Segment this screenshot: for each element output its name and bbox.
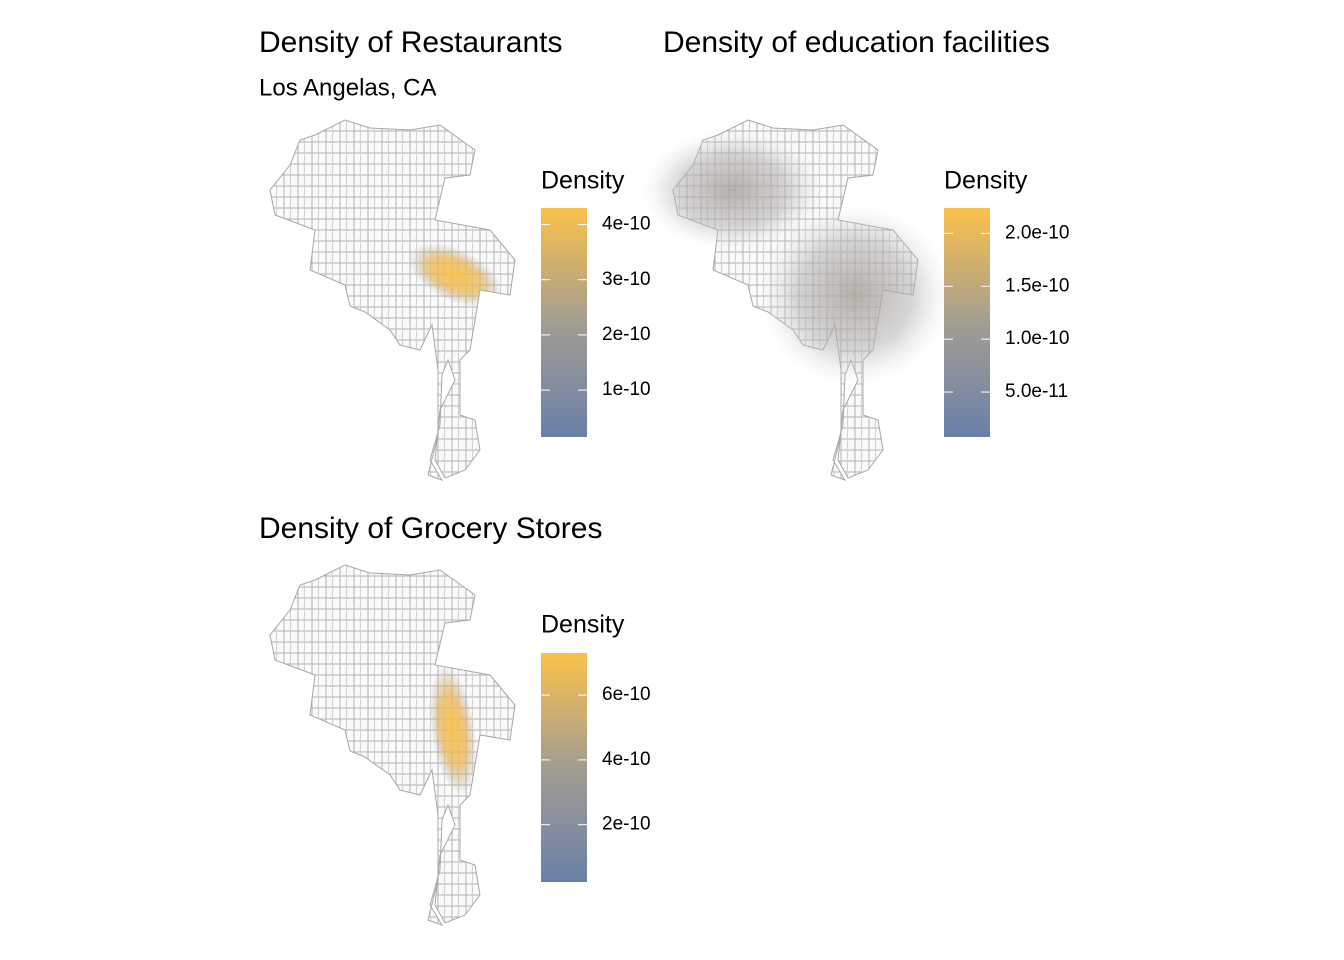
legend-title: Density <box>944 167 1028 195</box>
legend-title: Density <box>541 611 625 639</box>
density-layer <box>643 130 950 385</box>
density-blob <box>408 243 502 307</box>
colorbar <box>541 653 587 882</box>
panel-title: Density of Restaurants <box>259 26 562 59</box>
density-layer <box>429 665 477 795</box>
density-blob <box>429 665 477 795</box>
panel-subtitle: Los Angelas, CA <box>259 74 436 101</box>
colorbar-tick-label: 2e-10 <box>602 324 651 345</box>
colorbar-tick-label: 1e-10 <box>602 379 651 400</box>
legend-title: Density <box>541 167 625 195</box>
city-area <box>269 119 516 481</box>
colorbar <box>944 208 990 437</box>
colorbar-tick-label: 1.5e-10 <box>1005 275 1069 296</box>
panel-title: Density of Grocery Stores <box>259 512 602 545</box>
map <box>269 564 516 926</box>
map <box>269 119 516 481</box>
density-layer <box>408 243 502 307</box>
colorbar-tick-label: 2e-10 <box>602 814 651 835</box>
colorbar-tick-label: 1.0e-10 <box>1005 328 1069 349</box>
panel-title: Density of education facilities <box>663 26 1050 59</box>
map <box>643 119 950 481</box>
density-blob <box>643 130 823 250</box>
colorbar-tick-label: 6e-10 <box>602 684 651 705</box>
colorbar-tick-label: 3e-10 <box>602 269 651 290</box>
colorbar-tick-label: 4e-10 <box>602 749 651 770</box>
colorbar-tick-label: 4e-10 <box>602 214 651 235</box>
density-blob <box>760 205 950 385</box>
colorbar-tick-label: 2.0e-10 <box>1005 222 1069 243</box>
city-area <box>269 564 516 926</box>
colorbar-tick-label: 5.0e-11 <box>1005 381 1068 402</box>
colorbar <box>541 208 587 437</box>
